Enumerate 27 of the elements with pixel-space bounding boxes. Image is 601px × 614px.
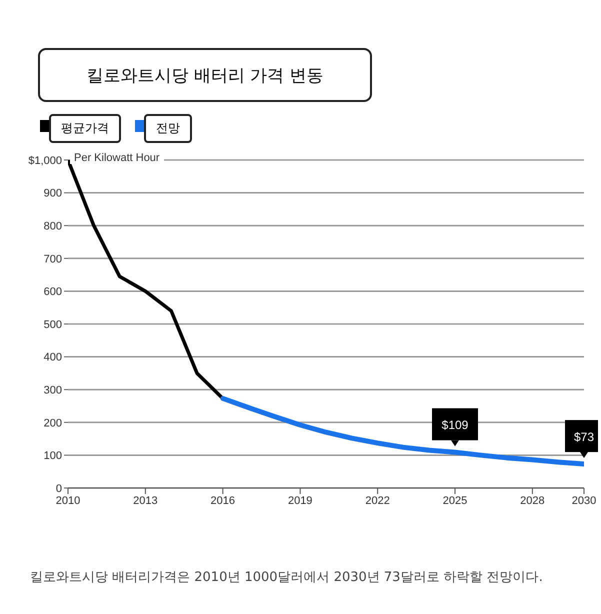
y-tick-label: 700 — [44, 253, 62, 266]
y-tick-label: 200 — [44, 417, 62, 430]
chart-title: 킬로와트시당 배터리 가격 변동 — [38, 48, 372, 102]
y-tick-label: 100 — [44, 450, 62, 462]
data-label: $109 — [442, 418, 469, 432]
y-tick-label: 800 — [44, 220, 62, 233]
x-tick-label: 2016 — [210, 494, 236, 507]
y-tick-label: 400 — [44, 352, 62, 364]
y-tick-label: 900 — [44, 188, 62, 200]
y-tick-label: 0 — [56, 482, 62, 495]
y-tick-label: 600 — [44, 286, 62, 298]
x-tick-label: 2030 — [572, 494, 596, 507]
y-tick-label: 300 — [44, 384, 62, 397]
y-tick-label: $1,000 — [28, 154, 62, 167]
x-tick-label: 2010 — [56, 494, 80, 507]
text: 킬로와트시당 배터리가격은 2010년 1000달러에서 2030년 73달러로 하락할 전망이다. — [30, 569, 543, 586]
legend-label: 전망 — [144, 114, 192, 143]
x-tick-label: 2019 — [288, 494, 312, 507]
y-axis-title: Per Kilowatt Hour — [70, 152, 164, 164]
line-series — [68, 160, 225, 400]
legend-label: 평균가격 — [49, 114, 121, 143]
x-tick-label: 2013 — [133, 494, 158, 507]
x-tick-label: 2022 — [365, 494, 390, 507]
x-tick-label: 2028 — [520, 494, 545, 507]
y-tick-label: 500 — [44, 318, 62, 331]
x-tick-label: 2025 — [442, 494, 468, 507]
data-label: $73 — [574, 430, 594, 444]
